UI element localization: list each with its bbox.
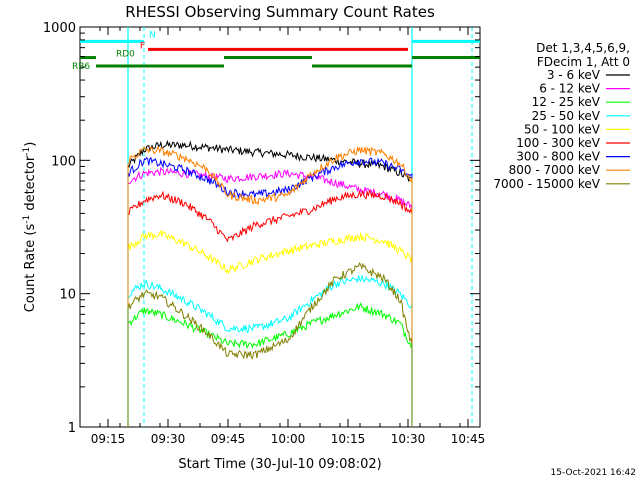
series-line-6 (127, 156, 413, 427)
legend-label-6: 300 - 800 keV (516, 150, 600, 164)
y-tick-label: 1 (68, 421, 76, 436)
y-tick-label: 10 (59, 288, 76, 303)
series-line-4 (127, 229, 413, 427)
series-line-2 (127, 301, 413, 427)
legend-label-3: 25 - 50 keV (532, 109, 601, 123)
legend-label-5: 100 - 300 keV (516, 136, 600, 150)
series-line-0 (127, 139, 413, 427)
flag-label-n: N (149, 30, 156, 40)
legend-label-7: 800 - 7000 keV (509, 163, 601, 177)
x-tick-label: 09:30 (151, 432, 186, 446)
y-axis-label-sup2: -1 (22, 147, 32, 156)
legend-label-1: 6 - 12 keV (539, 82, 601, 96)
legend-label-0: 3 - 6 keV (547, 68, 601, 82)
y-axis-label-end: ) (23, 142, 38, 147)
flag-label-f: F (140, 41, 145, 51)
series-line-8 (127, 261, 413, 427)
y-axis-label-sup1: -1 (22, 215, 32, 224)
y-tick-label: 100 (51, 154, 76, 169)
x-tick-label: 10:45 (451, 432, 486, 446)
legend-label-8: 7000 - 15000 keV (493, 177, 600, 191)
y-axis-label-main: Count Rate (s (23, 224, 38, 313)
axis-ticks: 09:15 09:30 09:45 10:00 10:15 10:30 10:45 1 10 10… (43, 21, 485, 446)
x-tick-label: 10:00 (271, 432, 306, 446)
legend-header-line-1: Det 1,3,4,5,6,9, (536, 41, 630, 55)
legend: Det 1,3,4,5,6,9, FDecim 1, Att 0 3 - 6 k… (493, 41, 630, 191)
x-tick-label: 10:30 (391, 432, 426, 446)
x-tick-label: 10:15 (331, 432, 366, 446)
series-line-7 (127, 145, 413, 427)
y-axis-label: Count Rate (s-1 detector-1) (22, 142, 38, 313)
reference-lines (127, 27, 473, 427)
generation-timestamp: 15-Oct-2021 16:42 (551, 468, 636, 478)
flag-label-rd0: RD0 (116, 50, 135, 60)
legend-header-line-2: FDecim 1, Att 0 (537, 55, 630, 69)
series-line-5 (127, 189, 413, 427)
series-lines (127, 139, 413, 427)
series-line-1 (127, 166, 413, 427)
chart-title: RHESSI Observing Summary Count Rates (125, 3, 435, 21)
series-line-3 (127, 275, 413, 427)
legend-label-4: 50 - 100 keV (524, 122, 601, 136)
plot-frame (79, 26, 481, 428)
x-tick-label: 09:45 (211, 432, 246, 446)
y-axis-label-mid: detector (23, 155, 38, 215)
legend-label-2: 12 - 25 keV (532, 95, 601, 109)
x-axis-label: Start Time (30-Jul-10 09:08:02) (178, 457, 381, 472)
y-tick-label: 1000 (43, 21, 76, 36)
x-tick-label: 09:15 (91, 432, 126, 446)
